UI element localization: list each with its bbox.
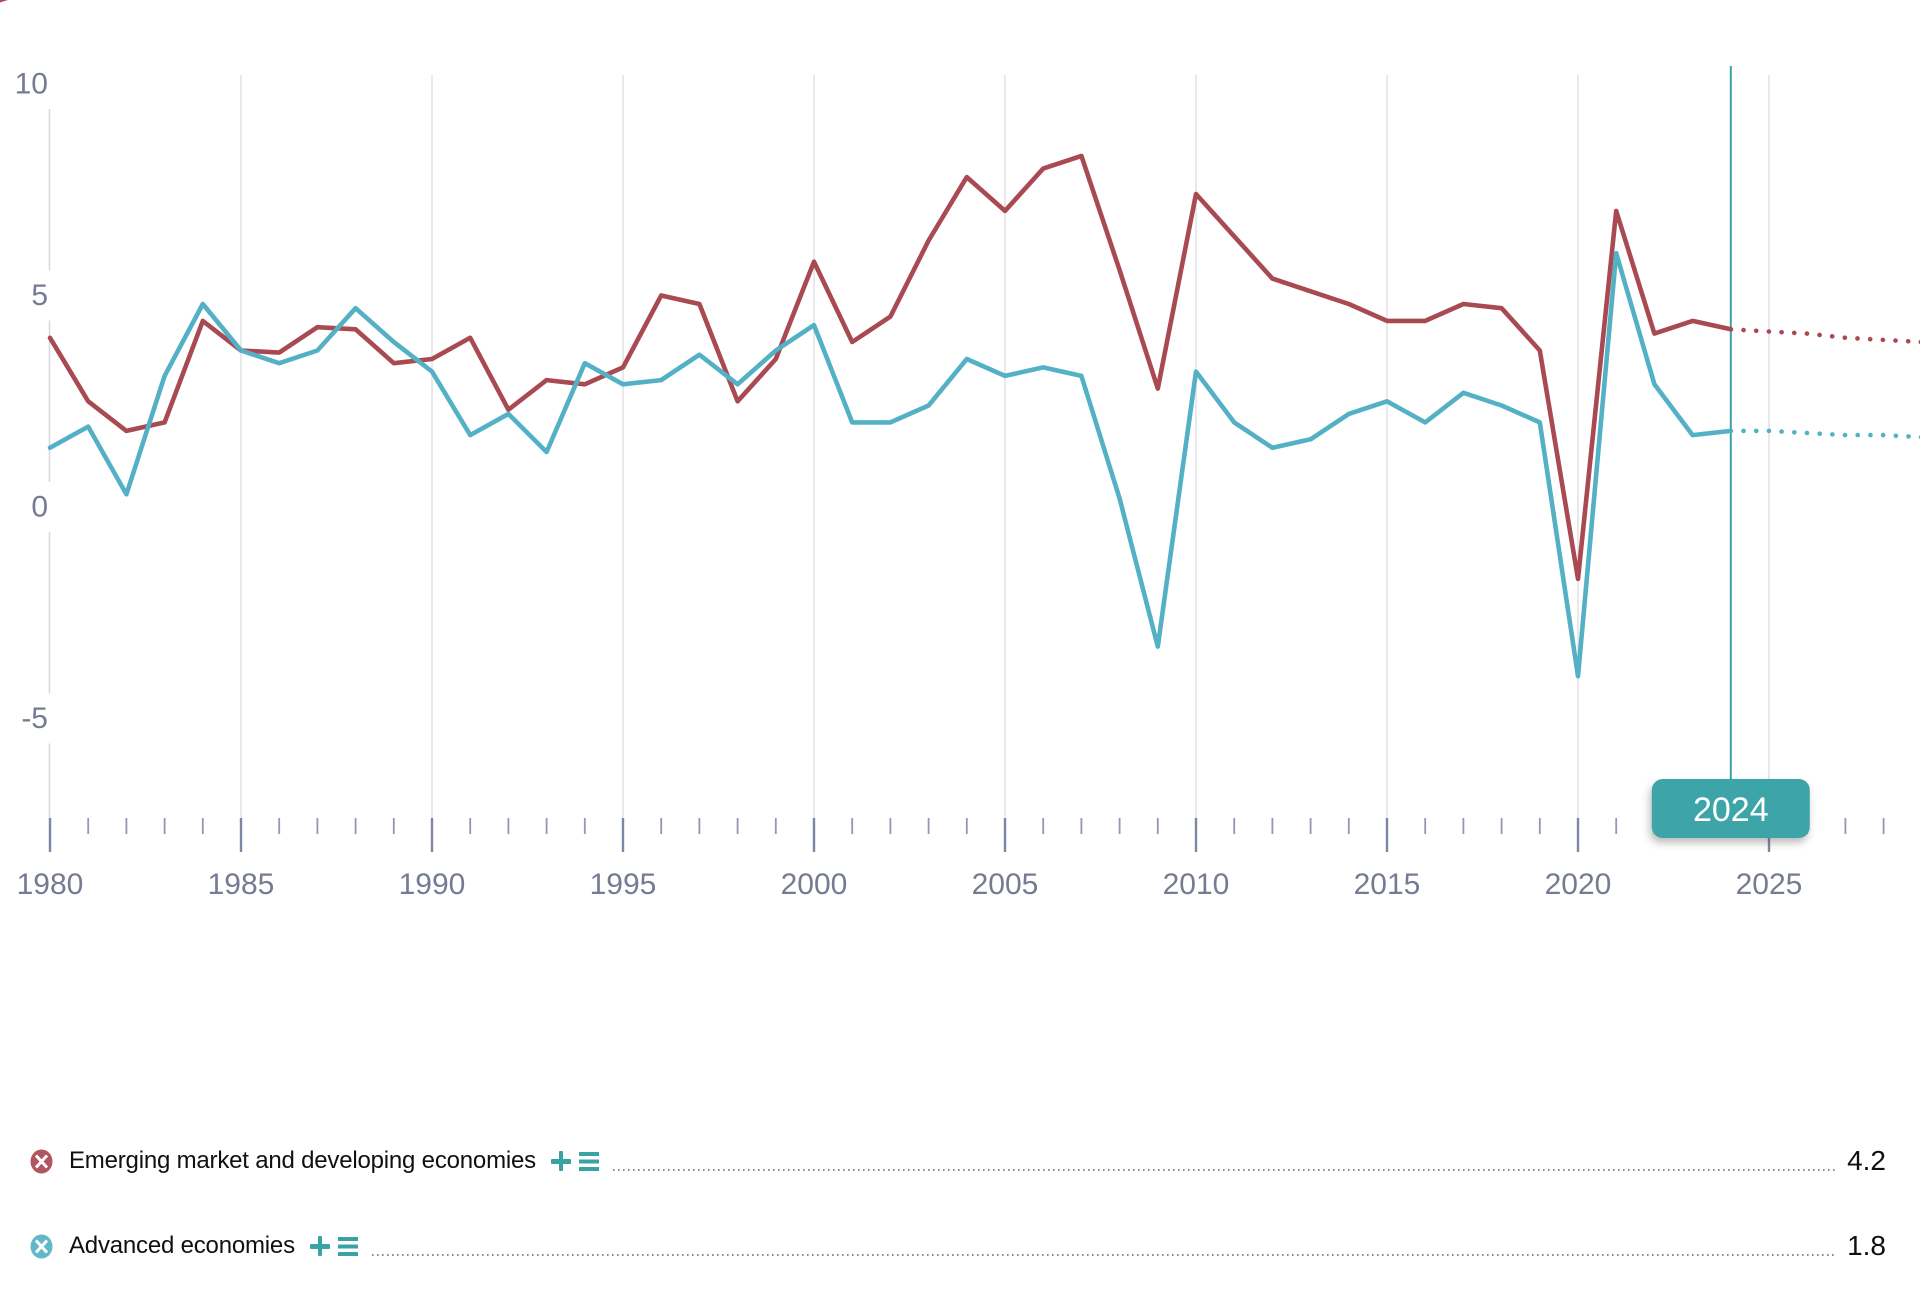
series-options-icon[interactable]	[578, 1151, 599, 1171]
dotted-leader-line	[612, 1169, 1836, 1171]
add-series-icon[interactable]	[309, 1235, 331, 1257]
x-tick-label-1995: 1995	[590, 868, 657, 901]
y-tick-label-5: 5	[31, 279, 48, 312]
x-tick-label-1980: 1980	[17, 868, 84, 901]
legend-label: Advanced economies	[69, 1232, 295, 1259]
legend-row-advanced-economies: Advanced economies 1.8	[30, 1218, 1886, 1274]
legend-label: Emerging market and developing economies	[69, 1147, 536, 1174]
series-options-icon[interactable]	[337, 1236, 358, 1256]
series-line-emerging-markets[interactable]	[47, 153, 1734, 582]
y-tick-label-10: 10	[15, 68, 48, 101]
series-line-advanced-economies[interactable]	[47, 250, 1734, 679]
y-tick-label--5: -5	[21, 702, 48, 735]
selected-year-flag-label: 2024	[1693, 791, 1769, 829]
dotted-leader-line	[371, 1254, 1836, 1256]
x-tick-label-2015: 2015	[1354, 868, 1421, 901]
remove-series-icon[interactable]	[30, 1149, 53, 1174]
x-tick-label-1985: 1985	[208, 868, 275, 901]
add-series-icon[interactable]	[550, 1150, 572, 1172]
remove-series-icon[interactable]	[30, 1234, 53, 1259]
y-tick-label-0: 0	[31, 491, 48, 524]
x-tick-label-2010: 2010	[1163, 868, 1230, 901]
x-tick-label-2020: 2020	[1545, 868, 1612, 901]
series-projection-dotted-emerging-markets	[1728, 326, 1920, 345]
series-projection-dotted-advanced-economies	[1728, 428, 1920, 440]
x-tick-label-2025: 2025	[1736, 868, 1803, 901]
legend-value: 1.8	[1847, 1230, 1886, 1261]
selected-year-flag[interactable]	[1651, 779, 1810, 838]
legend-value: 4.2	[1847, 1145, 1886, 1176]
x-tick-label-1990: 1990	[399, 868, 466, 901]
x-tick-label-2005: 2005	[972, 868, 1039, 901]
x-tick-label-2000: 2000	[781, 868, 848, 901]
legend-row-emerging-markets: Emerging market and developing economies…	[30, 1133, 1886, 1189]
